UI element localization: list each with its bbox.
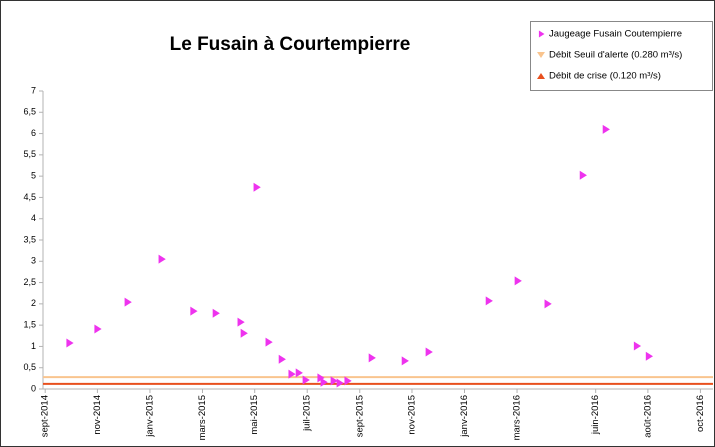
point xyxy=(295,368,303,378)
point xyxy=(320,377,328,387)
point xyxy=(94,324,102,334)
x-tick-label: janv-2016 xyxy=(459,395,470,438)
legend-label: Jaugeage Fusain Coutempierre xyxy=(549,29,682,40)
point xyxy=(278,354,286,364)
point xyxy=(514,276,522,286)
x-tick-label: sept-2014 xyxy=(40,395,51,437)
y-tick-label: 4,5 xyxy=(23,192,36,202)
point xyxy=(237,317,245,327)
point xyxy=(336,378,344,388)
point xyxy=(240,328,248,338)
point xyxy=(302,375,310,385)
point xyxy=(253,182,261,192)
x-tick-label: mars-2015 xyxy=(197,395,208,440)
y-tick-label: 6,5 xyxy=(23,107,36,117)
point xyxy=(425,347,433,357)
point xyxy=(288,369,296,379)
y-tick-label: 6 xyxy=(31,128,36,138)
x-tick-label: nov-2015 xyxy=(406,395,417,435)
point xyxy=(317,373,325,383)
point xyxy=(633,341,642,351)
point xyxy=(485,296,493,306)
y-tick-label: 7 xyxy=(31,85,36,95)
point xyxy=(190,306,198,316)
legend-label: Débit Seuil d'alerte (0.280 m³/s) xyxy=(549,50,682,61)
y-tick-label: 3,5 xyxy=(23,234,36,244)
y-tick-label: 4 xyxy=(31,213,36,223)
y-tick-label: 2,5 xyxy=(23,277,36,287)
point xyxy=(344,376,352,386)
y-tick-label: 3 xyxy=(31,256,36,266)
point xyxy=(401,356,409,366)
point xyxy=(645,351,654,361)
point xyxy=(602,124,610,134)
x-tick-label: juin-2016 xyxy=(590,395,601,435)
point xyxy=(544,299,552,309)
x-tick-label: mai-2015 xyxy=(249,395,260,435)
point xyxy=(158,254,166,264)
point xyxy=(330,376,338,386)
x-tick-label: août-2016 xyxy=(642,395,653,438)
point xyxy=(579,170,587,180)
point xyxy=(212,308,220,318)
y-tick-label: 5 xyxy=(31,171,36,181)
y-tick-label: 2 xyxy=(31,298,36,308)
x-tick-label: nov-2014 xyxy=(92,395,103,435)
x-tick-label: juil-2015 xyxy=(302,395,313,432)
legend-marker xyxy=(537,52,545,58)
y-tick-label: 1,5 xyxy=(23,320,36,330)
x-tick-label: oct-2016 xyxy=(695,395,706,432)
x-tick-label: sept-2015 xyxy=(354,395,365,437)
legend-label: Débit de crise (0.120 m³/s) xyxy=(549,71,661,82)
x-tick-label: janv-2015 xyxy=(144,395,155,438)
y-tick-label: 0,5 xyxy=(23,362,36,372)
legend-marker xyxy=(537,73,545,79)
point xyxy=(124,297,132,307)
chart-title: Le Fusain à Courtempierre xyxy=(170,34,411,55)
y-tick-label: 5,5 xyxy=(23,149,36,159)
point xyxy=(66,338,74,348)
y-tick-label: 1 xyxy=(31,341,36,351)
legend-marker xyxy=(538,30,545,38)
point xyxy=(368,353,376,363)
x-tick-label: mars-2016 xyxy=(512,395,523,440)
legend-box xyxy=(530,21,713,91)
y-tick-label: 0 xyxy=(31,383,36,393)
point xyxy=(265,337,273,347)
